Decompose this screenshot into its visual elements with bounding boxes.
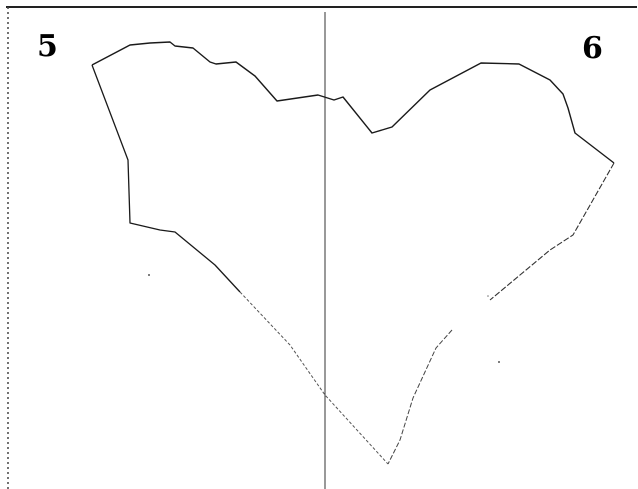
shape-outline-lower-right <box>387 329 453 465</box>
region-label-right: 6 <box>582 31 603 66</box>
speck <box>487 295 489 297</box>
shape-outline-right-side <box>489 162 615 301</box>
speck <box>498 361 500 363</box>
speck <box>148 274 150 276</box>
shape-outline-upper <box>91 41 615 164</box>
shape-outline-left-side <box>91 64 241 293</box>
region-label-left: 5 <box>37 29 58 64</box>
shape-outline-lower-diagonal <box>239 291 389 465</box>
